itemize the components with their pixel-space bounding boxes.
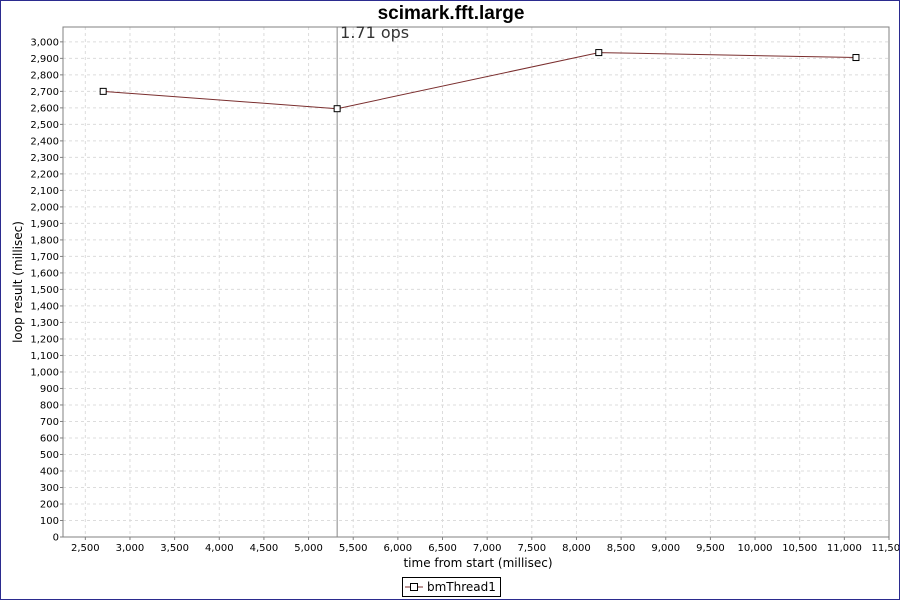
series-point <box>99 87 107 95</box>
y-tick-label: 2,100 <box>30 186 59 197</box>
y-tick-label: 1,600 <box>30 268 59 279</box>
y-tick-label: 2,500 <box>30 120 59 131</box>
series-point <box>595 49 603 57</box>
chart-title: scimark.fft.large <box>378 3 525 24</box>
y-tick-label: 0 <box>53 533 59 544</box>
y-tick-label: 900 <box>40 384 59 395</box>
y-tick-label: 1,400 <box>30 301 59 312</box>
x-tick-label: 10,000 <box>738 543 773 554</box>
legend-swatch-icon <box>405 583 423 591</box>
marker-label: 1.71 ops <box>340 23 409 42</box>
y-tick-label: 2,800 <box>30 70 59 81</box>
y-tick-label: 300 <box>40 483 59 494</box>
y-tick-label: 400 <box>40 466 59 477</box>
y-tick-label: 700 <box>40 417 59 428</box>
y-tick-label: 2,900 <box>30 54 59 65</box>
legend: bmThread1 <box>402 577 501 597</box>
y-tick-label: 2,600 <box>30 103 59 114</box>
x-tick-label: 3,500 <box>160 543 189 554</box>
y-tick-label: 2,200 <box>30 169 59 180</box>
x-tick-label: 6,000 <box>384 543 413 554</box>
y-tick-label: 1,700 <box>30 252 59 263</box>
x-tick-label: 7,000 <box>473 543 502 554</box>
y-tick-label: 600 <box>40 433 59 444</box>
y-tick-label: 2,000 <box>30 202 59 213</box>
y-axis-label: loop result (millisec) <box>11 221 25 343</box>
x-tick-label: 9,000 <box>651 543 680 554</box>
series-point <box>333 105 341 113</box>
series-point <box>852 54 860 62</box>
y-tick-label: 800 <box>40 400 59 411</box>
series-line <box>103 52 856 110</box>
y-tick-label: 1,100 <box>30 351 59 362</box>
y-tick-label: 3,000 <box>30 37 59 48</box>
y-tick-label: 2,300 <box>30 153 59 164</box>
y-tick-label: 2,700 <box>30 87 59 98</box>
grid-layer <box>63 27 890 538</box>
x-tick-label: 5,500 <box>339 543 368 554</box>
x-tick-label: 7,500 <box>517 543 546 554</box>
x-tick-label: 9,500 <box>696 543 725 554</box>
y-tick-label: 1,000 <box>30 367 59 378</box>
x-tick-label: 8,000 <box>562 543 591 554</box>
y-tick-label: 200 <box>40 499 59 510</box>
y-tick-label: 100 <box>40 516 59 527</box>
axis-layer: 0 100 200 300 400 500 600 700 800 900 1,000 1,100 1,… <box>30 37 899 554</box>
x-tick-label: 10,500 <box>782 543 817 554</box>
y-tick-label: 500 <box>40 450 59 461</box>
y-tick-label: 1,500 <box>30 285 59 296</box>
x-tick-label: 4,500 <box>250 543 279 554</box>
y-tick-label: 1,200 <box>30 334 59 345</box>
x-tick-label: 2,500 <box>71 543 100 554</box>
x-tick-label: 3,000 <box>116 543 145 554</box>
y-tick-label: 1,300 <box>30 318 59 329</box>
x-axis-label: time from start (millisec) <box>403 556 552 570</box>
x-tick-label: 11,500 <box>872 543 900 554</box>
y-tick-label: 1,800 <box>30 235 59 246</box>
y-tick-label: 2,400 <box>30 136 59 147</box>
x-tick-label: 5,000 <box>294 543 323 554</box>
x-tick-label: 8,500 <box>607 543 636 554</box>
series-layer <box>99 49 860 113</box>
legend-label: bmThread1 <box>427 580 496 594</box>
x-tick-label: 4,000 <box>205 543 234 554</box>
y-tick-label: 1,900 <box>30 219 59 230</box>
plot-area <box>62 26 890 538</box>
x-tick-label: 6,500 <box>428 543 457 554</box>
x-tick-label: 11,000 <box>827 543 862 554</box>
